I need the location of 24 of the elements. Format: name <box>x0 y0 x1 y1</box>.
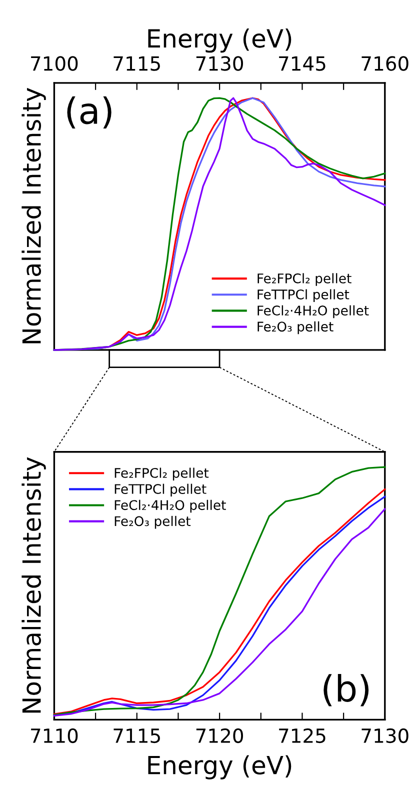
x-tick-label: 7130 <box>196 56 243 71</box>
annotation: (b) <box>324 674 369 706</box>
y-axis-title: Normalized Intensity <box>22 457 46 713</box>
annotation: (a) <box>67 96 112 128</box>
x-axis-title: Energy (eV) <box>148 28 292 53</box>
x-tick-label: 7120 <box>196 728 243 744</box>
legend-label: Fe₂O₃ pellet <box>114 516 191 529</box>
legend-label: Fe₂O₃ pellet <box>258 321 334 334</box>
x-tick-label: 7115 <box>114 56 160 71</box>
legend-label: FeTTPCl pellet <box>258 289 350 302</box>
x-tick-label: 7115 <box>114 728 160 744</box>
x-tick-label: 7145 <box>279 56 326 71</box>
legend-label: FeCl₂·4H₂O pellet <box>114 500 226 513</box>
x-axis-title: Energy (eV) <box>148 755 292 780</box>
x-tick-label: 7160 <box>362 56 408 71</box>
legend-label: FeTTPCl pellet <box>114 484 206 497</box>
legend-label: Fe₂FPCl₂ pellet <box>114 468 209 480</box>
legend-label: Fe₂FPCl₂ pellet <box>258 273 352 286</box>
legend-label: FeCl₂·4H₂O pellet <box>258 305 369 318</box>
x-tick-label: 7130 <box>362 728 408 744</box>
y-axis-title: Normalized Intensity <box>22 88 46 344</box>
x-tick-label: 7125 <box>279 728 326 744</box>
x-tick-label: 7110 <box>31 728 78 744</box>
x-tick-label: 7100 <box>31 56 78 71</box>
